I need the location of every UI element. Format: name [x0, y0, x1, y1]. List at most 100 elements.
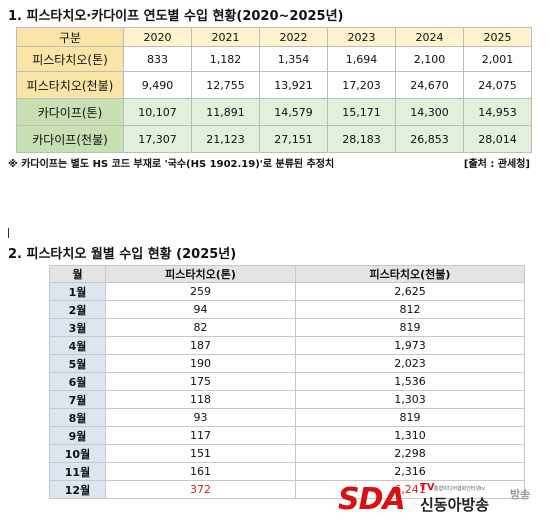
- header-cell: 피스타치오(톤): [105, 265, 296, 283]
- table-row: 카다이프(톤) 10,107 11,891 14,579 15,171 14,3…: [16, 98, 532, 126]
- table-row: 12월 372 6,241: [49, 480, 525, 499]
- highlighted-cell: 372: [105, 480, 296, 499]
- table-cell: 24,670: [395, 71, 464, 99]
- table-cell: 9,490: [123, 71, 192, 99]
- table-cell: 175: [105, 372, 296, 391]
- logo-subtitle: 통합미디어협회인터넷tv: [434, 486, 485, 492]
- table-cell: 21,123: [191, 125, 260, 153]
- footnote: ※ 카다이프는 별도 HS 코드 부재로 '국수(HS 1902.19)'로 분…: [8, 159, 335, 170]
- table-header-row: 월 피스타치오(톤) 피스타치오(천불): [49, 265, 525, 283]
- header-cell: 2023: [327, 27, 396, 47]
- table-cell: 190: [105, 354, 296, 373]
- table-row: 3월 82 819: [49, 318, 525, 337]
- table-row: 11월 161 2,316: [49, 462, 525, 481]
- table-cell: 1,536: [295, 372, 525, 391]
- table-cell: 1,973: [295, 336, 525, 355]
- table-cell: 2,298: [295, 444, 525, 463]
- month-cell: 4월: [49, 336, 106, 355]
- table-row: 7월 118 1,303: [49, 390, 525, 409]
- table-cell: 118: [105, 390, 296, 409]
- row-label: 피스타치오(천불): [16, 71, 124, 99]
- table-cell: 1,694: [327, 46, 396, 72]
- table-header-row: 구분 2020 2021 2022 2023 2024 2025: [16, 27, 532, 47]
- month-cell: 10월: [49, 444, 106, 463]
- table-row: 5월 190 2,023: [49, 354, 525, 373]
- table-cell: 94: [105, 300, 296, 319]
- month-cell: 6월: [49, 372, 106, 391]
- month-cell: 7월: [49, 390, 106, 409]
- table-cell: 13,921: [259, 71, 328, 99]
- highlighted-cell: 6,241: [295, 480, 525, 499]
- watermark: 방송: [510, 488, 531, 501]
- text-cursor: [8, 228, 9, 238]
- header-cell: 구분: [16, 27, 124, 47]
- table-cell: 259: [105, 282, 296, 301]
- table-row: 2월 94 812: [49, 300, 525, 319]
- table-cell: 117: [105, 426, 296, 445]
- logo-brand: SDA: [338, 482, 406, 517]
- table-cell: 2,316: [295, 462, 525, 481]
- table-cell: 14,953: [463, 98, 532, 126]
- month-cell: 5월: [49, 354, 106, 373]
- table-cell: 15,171: [327, 98, 396, 126]
- table-cell: 28,014: [463, 125, 532, 153]
- table-cell: 28,183: [327, 125, 396, 153]
- table-cell: 187: [105, 336, 296, 355]
- table-cell: 93: [105, 408, 296, 427]
- month-cell: 2월: [49, 300, 106, 319]
- month-cell: 9월: [49, 426, 106, 445]
- month-cell: 11월: [49, 462, 106, 481]
- table-cell: 161: [105, 462, 296, 481]
- table-cell: 82: [105, 318, 296, 337]
- table-cell: 17,203: [327, 71, 396, 99]
- table-cell: 833: [123, 46, 192, 72]
- table-cell: 812: [295, 300, 525, 319]
- table-row: 피스타치오(천불) 9,490 12,755 13,921 17,203 24,…: [16, 71, 532, 99]
- row-label: 카다이프(톤): [16, 98, 124, 126]
- month-cell: 8월: [49, 408, 106, 427]
- month-cell: 3월: [49, 318, 106, 337]
- logo-tv: TV: [420, 482, 435, 493]
- table-cell: 14,579: [259, 98, 328, 126]
- table-cell: 17,307: [123, 125, 192, 153]
- table-cell: 819: [295, 408, 525, 427]
- table-cell: 2,023: [295, 354, 525, 373]
- header-cell: 2025: [463, 27, 532, 47]
- table-cell: 1,354: [259, 46, 328, 72]
- table-row: 4월 187 1,973: [49, 336, 525, 355]
- section1-title: 1. 피스타치오·카다이프 연도별 수입 현황(2020~2025년): [8, 9, 344, 24]
- header-cell: 2021: [191, 27, 260, 47]
- table-row: 6월 175 1,536: [49, 372, 525, 391]
- annual-import-table: 구분 2020 2021 2022 2023 2024 2025 피스타치오(톤…: [16, 27, 532, 153]
- table-cell: 11,891: [191, 98, 260, 126]
- table-cell: 1,310: [295, 426, 525, 445]
- table-cell: 12,755: [191, 71, 260, 99]
- row-label: 카다이프(천불): [16, 125, 124, 153]
- table-cell: 151: [105, 444, 296, 463]
- header-cell: 피스타치오(천불): [295, 265, 525, 283]
- monthly-import-table: 월 피스타치오(톤) 피스타치오(천불) 1월 259 2,625 2월 94 812 …: [49, 265, 525, 499]
- table-cell: 819: [295, 318, 525, 337]
- header-cell: 2020: [123, 27, 192, 47]
- header-cell: 월: [49, 265, 106, 283]
- logo-name: 신동아방송: [420, 496, 490, 514]
- source-label: [출처 : 관세청]: [463, 159, 530, 170]
- table-cell: 10,107: [123, 98, 192, 126]
- table-cell: 27,151: [259, 125, 328, 153]
- table-row: 8월 93 819: [49, 408, 525, 427]
- table-cell: 14,300: [395, 98, 464, 126]
- month-cell: 12월: [49, 480, 106, 499]
- table-row: 카다이프(천불) 17,307 21,123 27,151 28,183 26,…: [16, 125, 532, 153]
- table-cell: 1,182: [191, 46, 260, 72]
- header-cell: 2022: [259, 27, 328, 47]
- table-cell: 26,853: [395, 125, 464, 153]
- month-cell: 1월: [49, 282, 106, 301]
- table-cell: 1,303: [295, 390, 525, 409]
- table-cell: 2,625: [295, 282, 525, 301]
- row-label: 피스타치오(톤): [16, 46, 124, 72]
- table-row: 9월 117 1,310: [49, 426, 525, 445]
- table-row: 1월 259 2,625: [49, 282, 525, 301]
- table-row: 피스타치오(톤) 833 1,182 1,354 1,694 2,100 2,0…: [16, 46, 532, 72]
- header-cell: 2024: [395, 27, 464, 47]
- table-cell: 2,100: [395, 46, 464, 72]
